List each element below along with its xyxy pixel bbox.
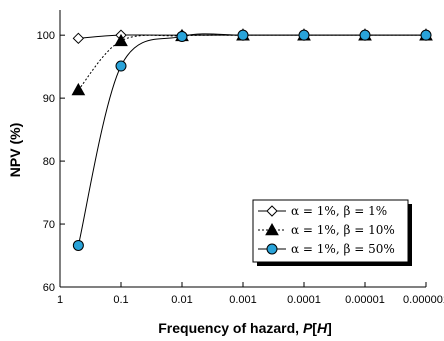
data-point-circle [72, 239, 84, 251]
legend-box [252, 199, 409, 263]
y-axis-title: NPV (%) [7, 123, 23, 177]
series-diamond [72, 29, 432, 45]
x-tick-label: 0.0001 [287, 294, 321, 306]
data-point-circle [420, 29, 432, 41]
data-point-circle [359, 29, 371, 41]
x-axis: 1 0.1 0.01 0.001 0.0001 0.00001 0.000001 [57, 282, 444, 306]
data-point-circle [176, 30, 188, 42]
series-circle [72, 29, 432, 251]
data-point-diamond [72, 32, 85, 45]
data-point-circle [298, 29, 310, 41]
y-tick-label: 60 [43, 282, 55, 294]
legend-label: α = 1%, β = 10% [291, 223, 395, 237]
x-axis-title-sub: H [317, 320, 328, 336]
x-tick-label: 0.001 [229, 294, 257, 306]
x-axis-title-prefix: Frequency of hazard, [158, 320, 303, 336]
x-axis-title-close: ] [327, 320, 332, 336]
legend-label: α = 1%, β = 50% [291, 242, 395, 256]
x-tick-label: 0.1 [113, 294, 128, 306]
series-line-triangle [77, 34, 426, 91]
data-point-circle [237, 29, 249, 41]
legend-label: α = 1%, β = 1% [291, 204, 387, 218]
series-layer [71, 28, 433, 251]
legend-marker-circle [266, 243, 278, 255]
y-tick-label: 70 [43, 219, 55, 231]
legend-marker-triangle [265, 222, 279, 236]
data-point-triangle [71, 82, 86, 96]
x-tick-label: 0.000001 [403, 294, 444, 306]
y-tick-label: 100 [37, 30, 55, 42]
legend-marker-diamond [266, 205, 278, 217]
data-point-triangle [114, 33, 128, 47]
x-axis-title-var: P [303, 320, 313, 336]
series-triangle [71, 28, 433, 96]
legend: α = 1%, β = 1% α = 1%, β = 10% α = 1%, β =… [252, 199, 412, 266]
x-axis-title: Frequency of hazard, P[H] [158, 320, 332, 336]
y-tick-label: 90 [43, 93, 55, 105]
x-axis-title-open: [ [312, 320, 317, 336]
y-axis: 60 70 80 90 100 [37, 30, 65, 294]
x-tick-label: 0.00001 [345, 294, 385, 306]
y-tick-label: 80 [43, 156, 55, 168]
x-tick-label: 0.01 [171, 294, 192, 306]
data-point-circle [115, 60, 127, 72]
x-tick-label: 1 [57, 294, 63, 306]
